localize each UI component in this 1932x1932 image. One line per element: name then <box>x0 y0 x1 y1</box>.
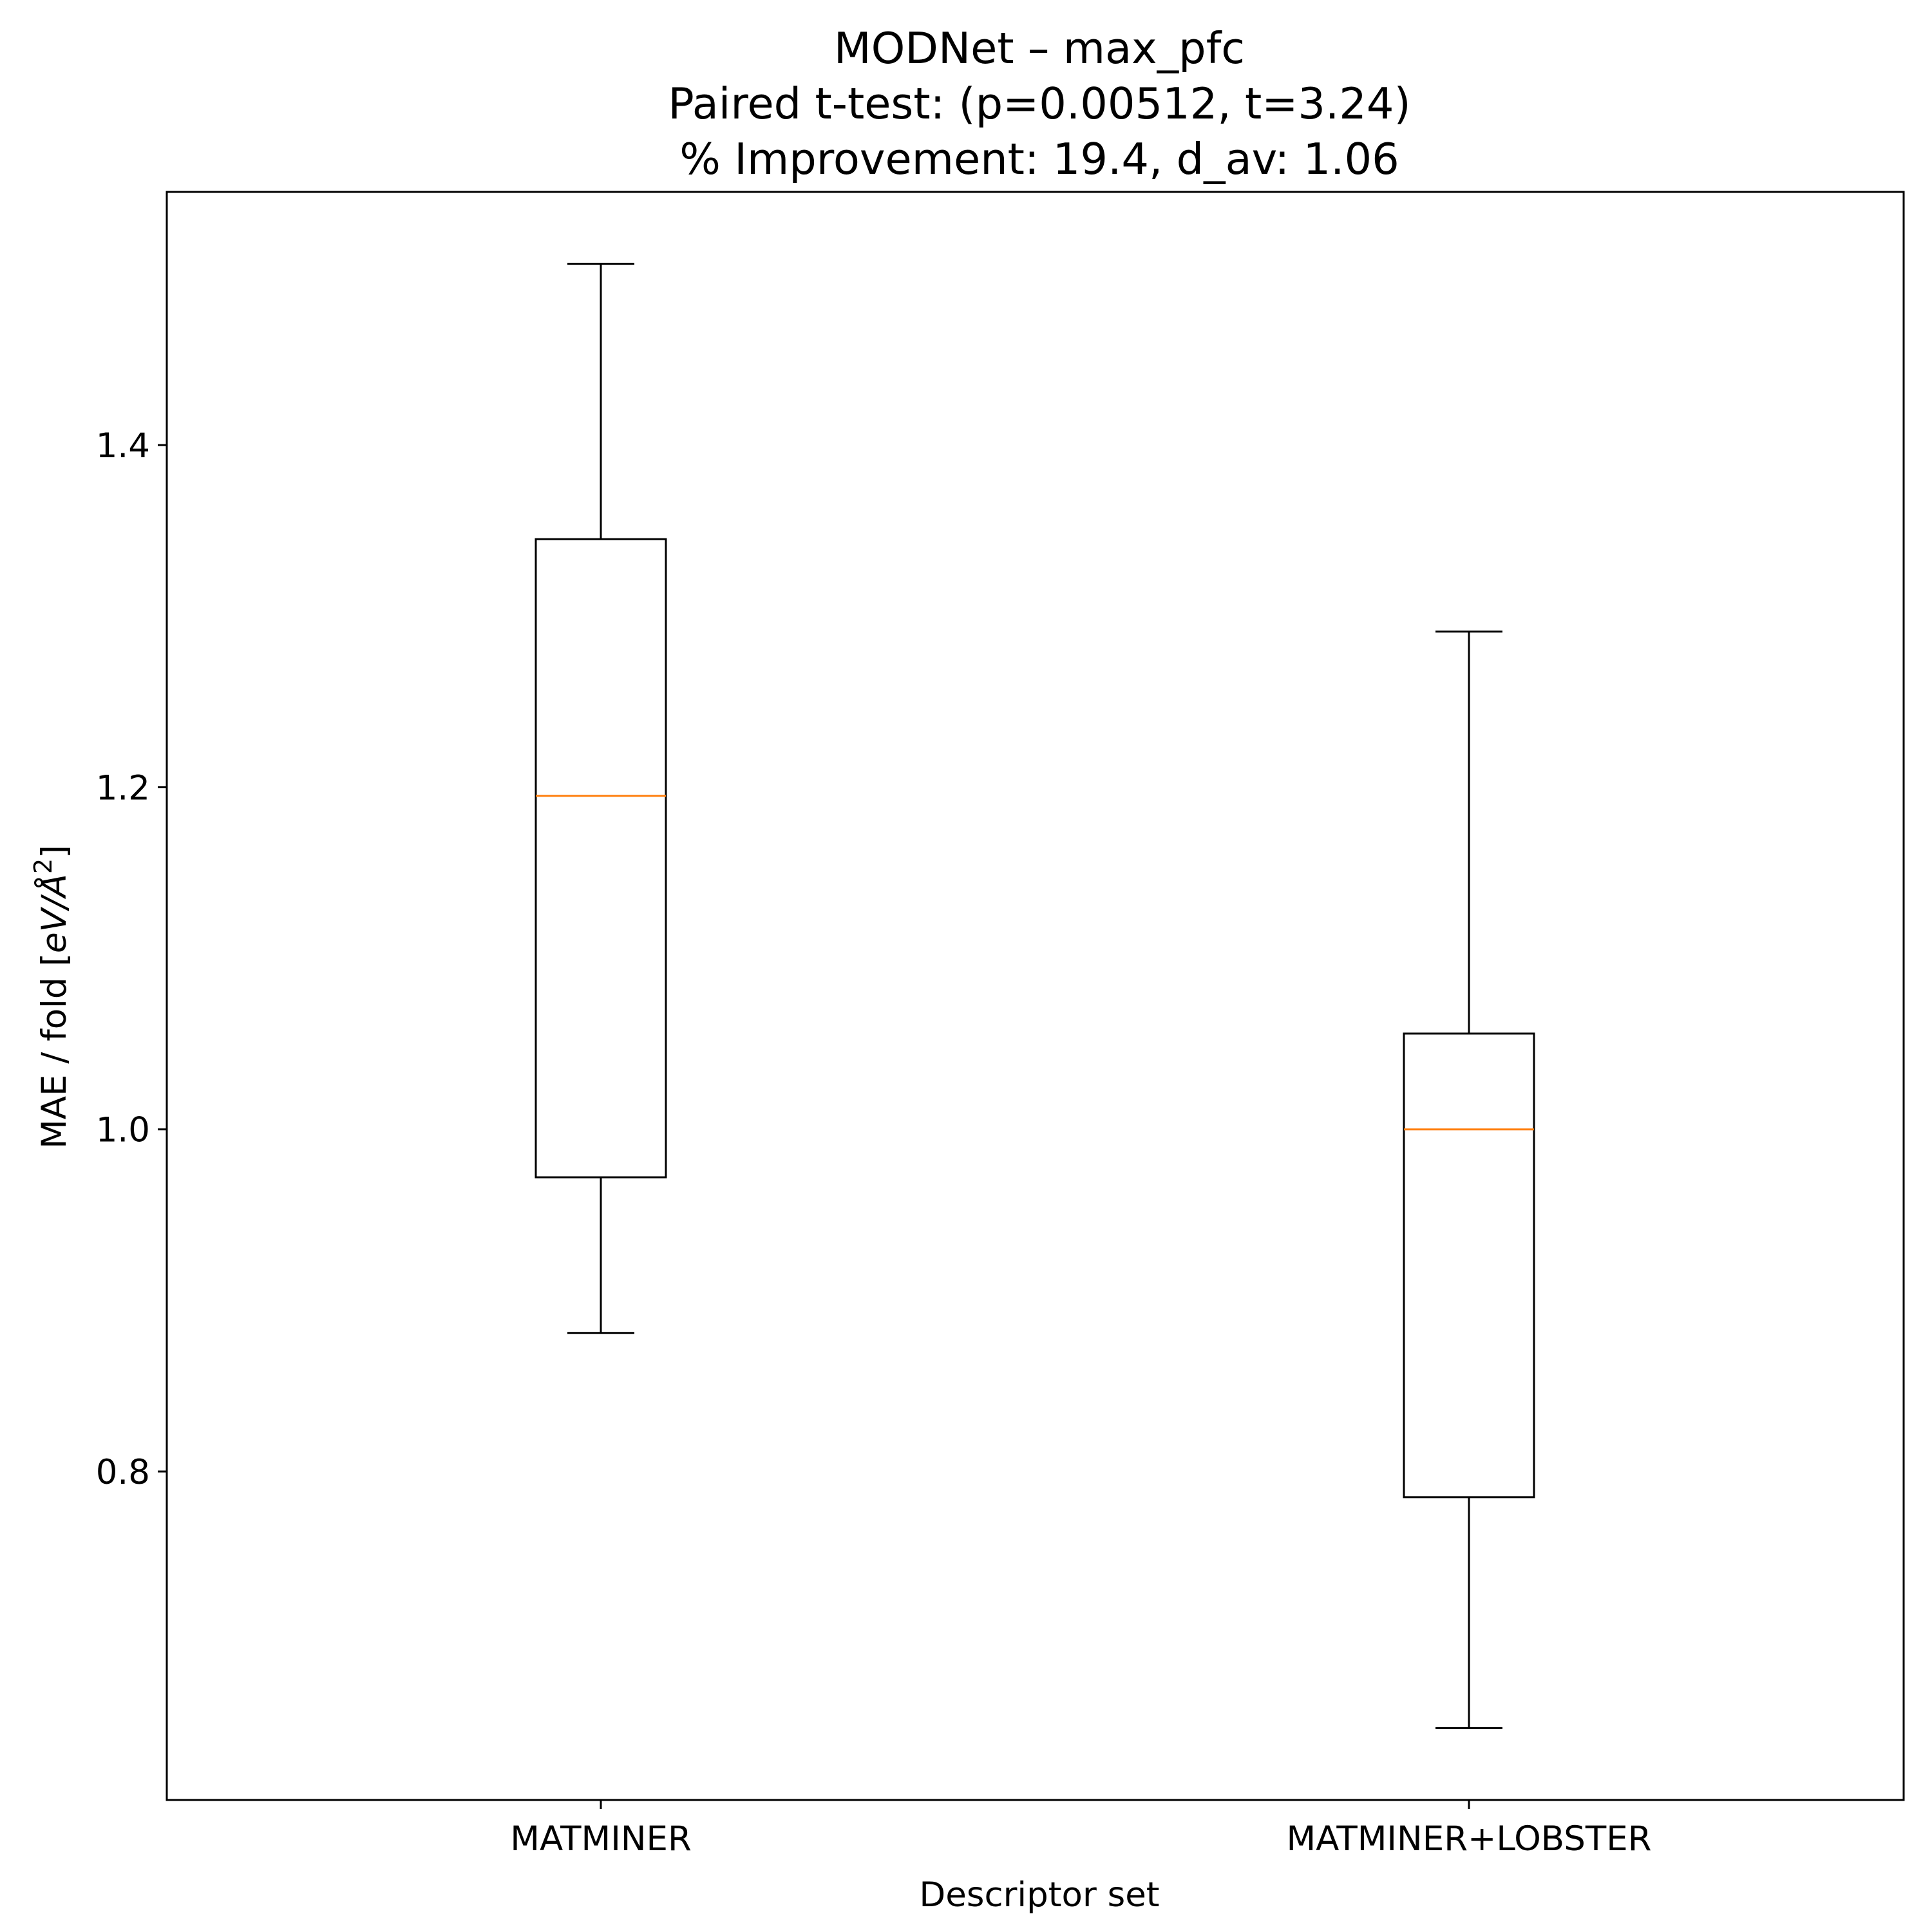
chart-title-line-2: Paired t-test: (p=0.00512, t=3.24) <box>668 79 1410 129</box>
x-axis-ticks: MATMINER MATMINER+LOBSTER <box>510 1800 1652 1859</box>
iqr-box <box>535 538 667 1179</box>
y-tick-label: 1.2 <box>96 768 150 808</box>
y-axis-ticks: 0.8 1.0 1.2 1.4 <box>96 426 167 1492</box>
y-axis-label-suffix: ] <box>35 845 74 858</box>
y-axis-label: MAE / fold [eV/Å2] <box>29 845 74 1149</box>
box-matminer-lobster <box>1403 630 1535 1729</box>
y-tick-label: 0.8 <box>96 1453 150 1492</box>
box-series-group <box>535 263 1535 1729</box>
y-tick-label: 1.0 <box>96 1111 150 1150</box>
box-matminer <box>535 263 667 1334</box>
y-tick-label: 1.4 <box>96 426 150 466</box>
x-axis-label: Descriptor set <box>919 1875 1159 1915</box>
y-axis-label-exponent: 2 <box>29 858 57 874</box>
axes-frame <box>166 191 1905 1801</box>
iqr-box <box>1403 1032 1535 1499</box>
y-axis-label-prefix: MAE / fold [ <box>35 953 74 1149</box>
y-axis-label-unit: eV/Å <box>33 874 74 953</box>
chart-title-line-1: MODNet – max_pfc <box>834 23 1245 73</box>
chart-title-line-3: % Improvement: 19.4, d_av: 1.06 <box>679 134 1399 184</box>
x-tick-label: MATMINER <box>510 1819 692 1859</box>
x-tick-label: MATMINER+LOBSTER <box>1286 1819 1651 1859</box>
